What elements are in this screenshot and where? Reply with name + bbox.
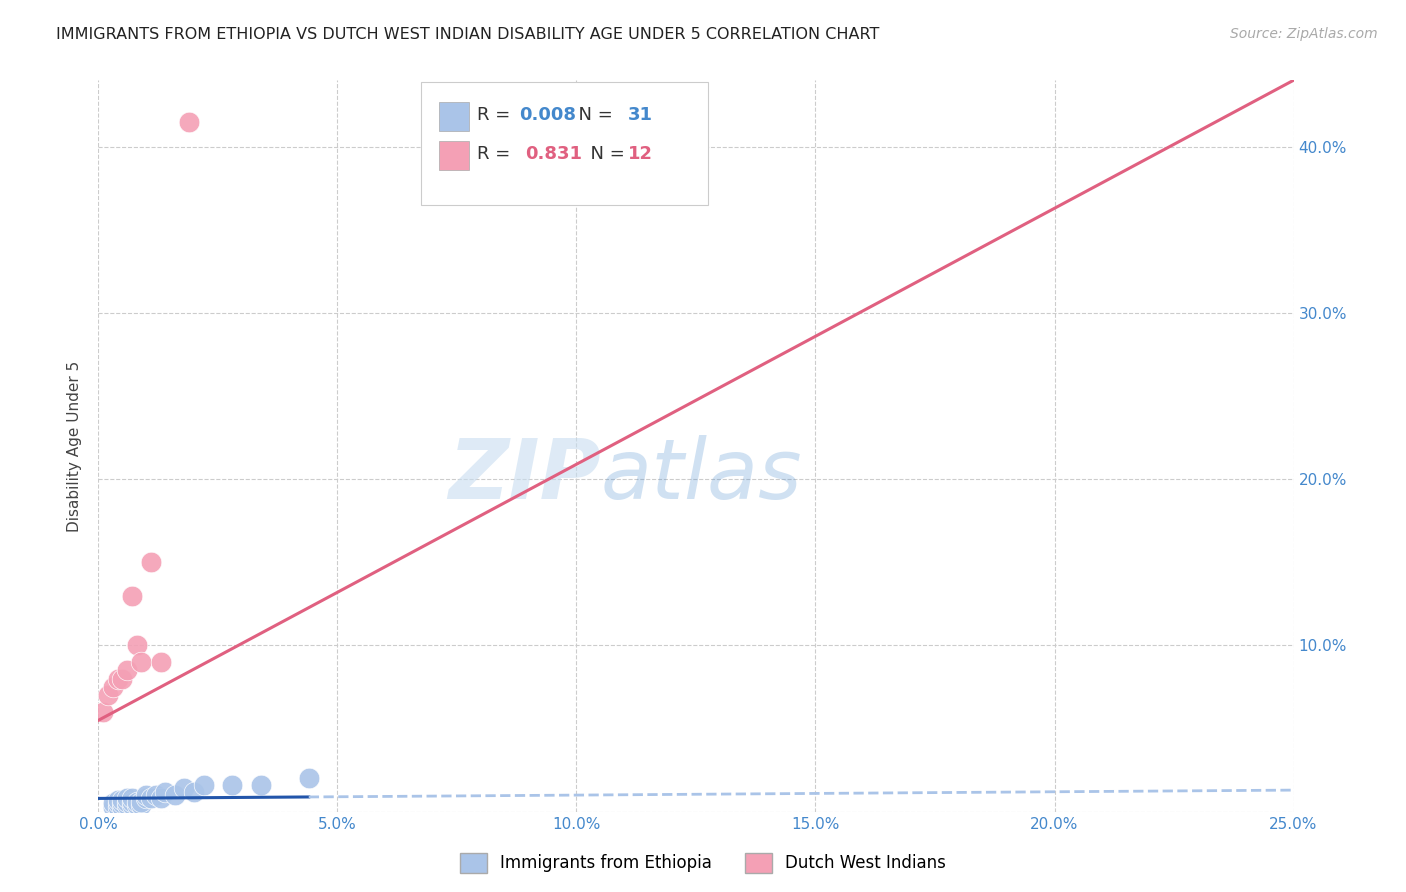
Point: [115, 798, 138, 813]
Text: IMMIGRANTS FROM ETHIOPIA VS DUTCH WEST INDIAN DISABILITY AGE UNDER 5 CORRELATION: IMMIGRANTS FROM ETHIOPIA VS DUTCH WEST I…: [56, 27, 880, 42]
Point: [139, 555, 162, 569]
Point: [121, 795, 143, 809]
Point: [121, 589, 143, 603]
Point: [250, 778, 273, 792]
Point: [173, 781, 195, 796]
FancyBboxPatch shape: [422, 82, 709, 204]
Text: 31: 31: [628, 106, 652, 124]
Point: [111, 672, 134, 686]
Text: N =: N =: [579, 145, 630, 163]
Point: [115, 791, 138, 805]
Point: [155, 785, 177, 799]
Text: N =: N =: [567, 106, 619, 124]
Point: [135, 788, 157, 802]
FancyBboxPatch shape: [439, 141, 470, 170]
Text: 0.008: 0.008: [519, 106, 576, 124]
Point: [101, 680, 124, 694]
Point: [107, 797, 129, 811]
Point: [121, 798, 143, 813]
Point: [131, 798, 153, 813]
Point: [91, 705, 114, 719]
Point: [107, 799, 129, 814]
Text: ZIP: ZIP: [447, 434, 600, 516]
Y-axis label: Disability Age Under 5: Disability Age Under 5: [67, 360, 83, 532]
Point: [125, 639, 148, 653]
Legend: Immigrants from Ethiopia, Dutch West Indians: Immigrants from Ethiopia, Dutch West Ind…: [453, 847, 953, 880]
Point: [111, 799, 134, 814]
Point: [101, 799, 124, 814]
Text: 12: 12: [628, 145, 652, 163]
Point: [111, 797, 134, 811]
Point: [125, 798, 148, 813]
Point: [97, 689, 120, 703]
Point: [101, 797, 124, 811]
Point: [107, 672, 129, 686]
Point: [183, 785, 205, 799]
Point: [115, 795, 138, 809]
Point: [139, 791, 162, 805]
Point: [125, 795, 148, 809]
Point: [163, 788, 186, 802]
Point: [149, 791, 172, 805]
Point: [121, 791, 143, 805]
Point: [298, 772, 321, 786]
Point: [145, 788, 167, 802]
Point: [115, 664, 138, 678]
Text: Source: ZipAtlas.com: Source: ZipAtlas.com: [1230, 27, 1378, 41]
Point: [149, 655, 172, 669]
Point: [131, 795, 153, 809]
Point: [107, 793, 129, 807]
Point: [193, 778, 215, 792]
Text: R =: R =: [477, 106, 516, 124]
Point: [179, 115, 201, 129]
Text: 0.831: 0.831: [524, 145, 582, 163]
Point: [111, 793, 134, 807]
Point: [221, 778, 243, 792]
Text: atlas: atlas: [600, 434, 801, 516]
Text: R =: R =: [477, 145, 522, 163]
Point: [131, 655, 153, 669]
FancyBboxPatch shape: [439, 103, 470, 131]
Point: [135, 791, 157, 805]
